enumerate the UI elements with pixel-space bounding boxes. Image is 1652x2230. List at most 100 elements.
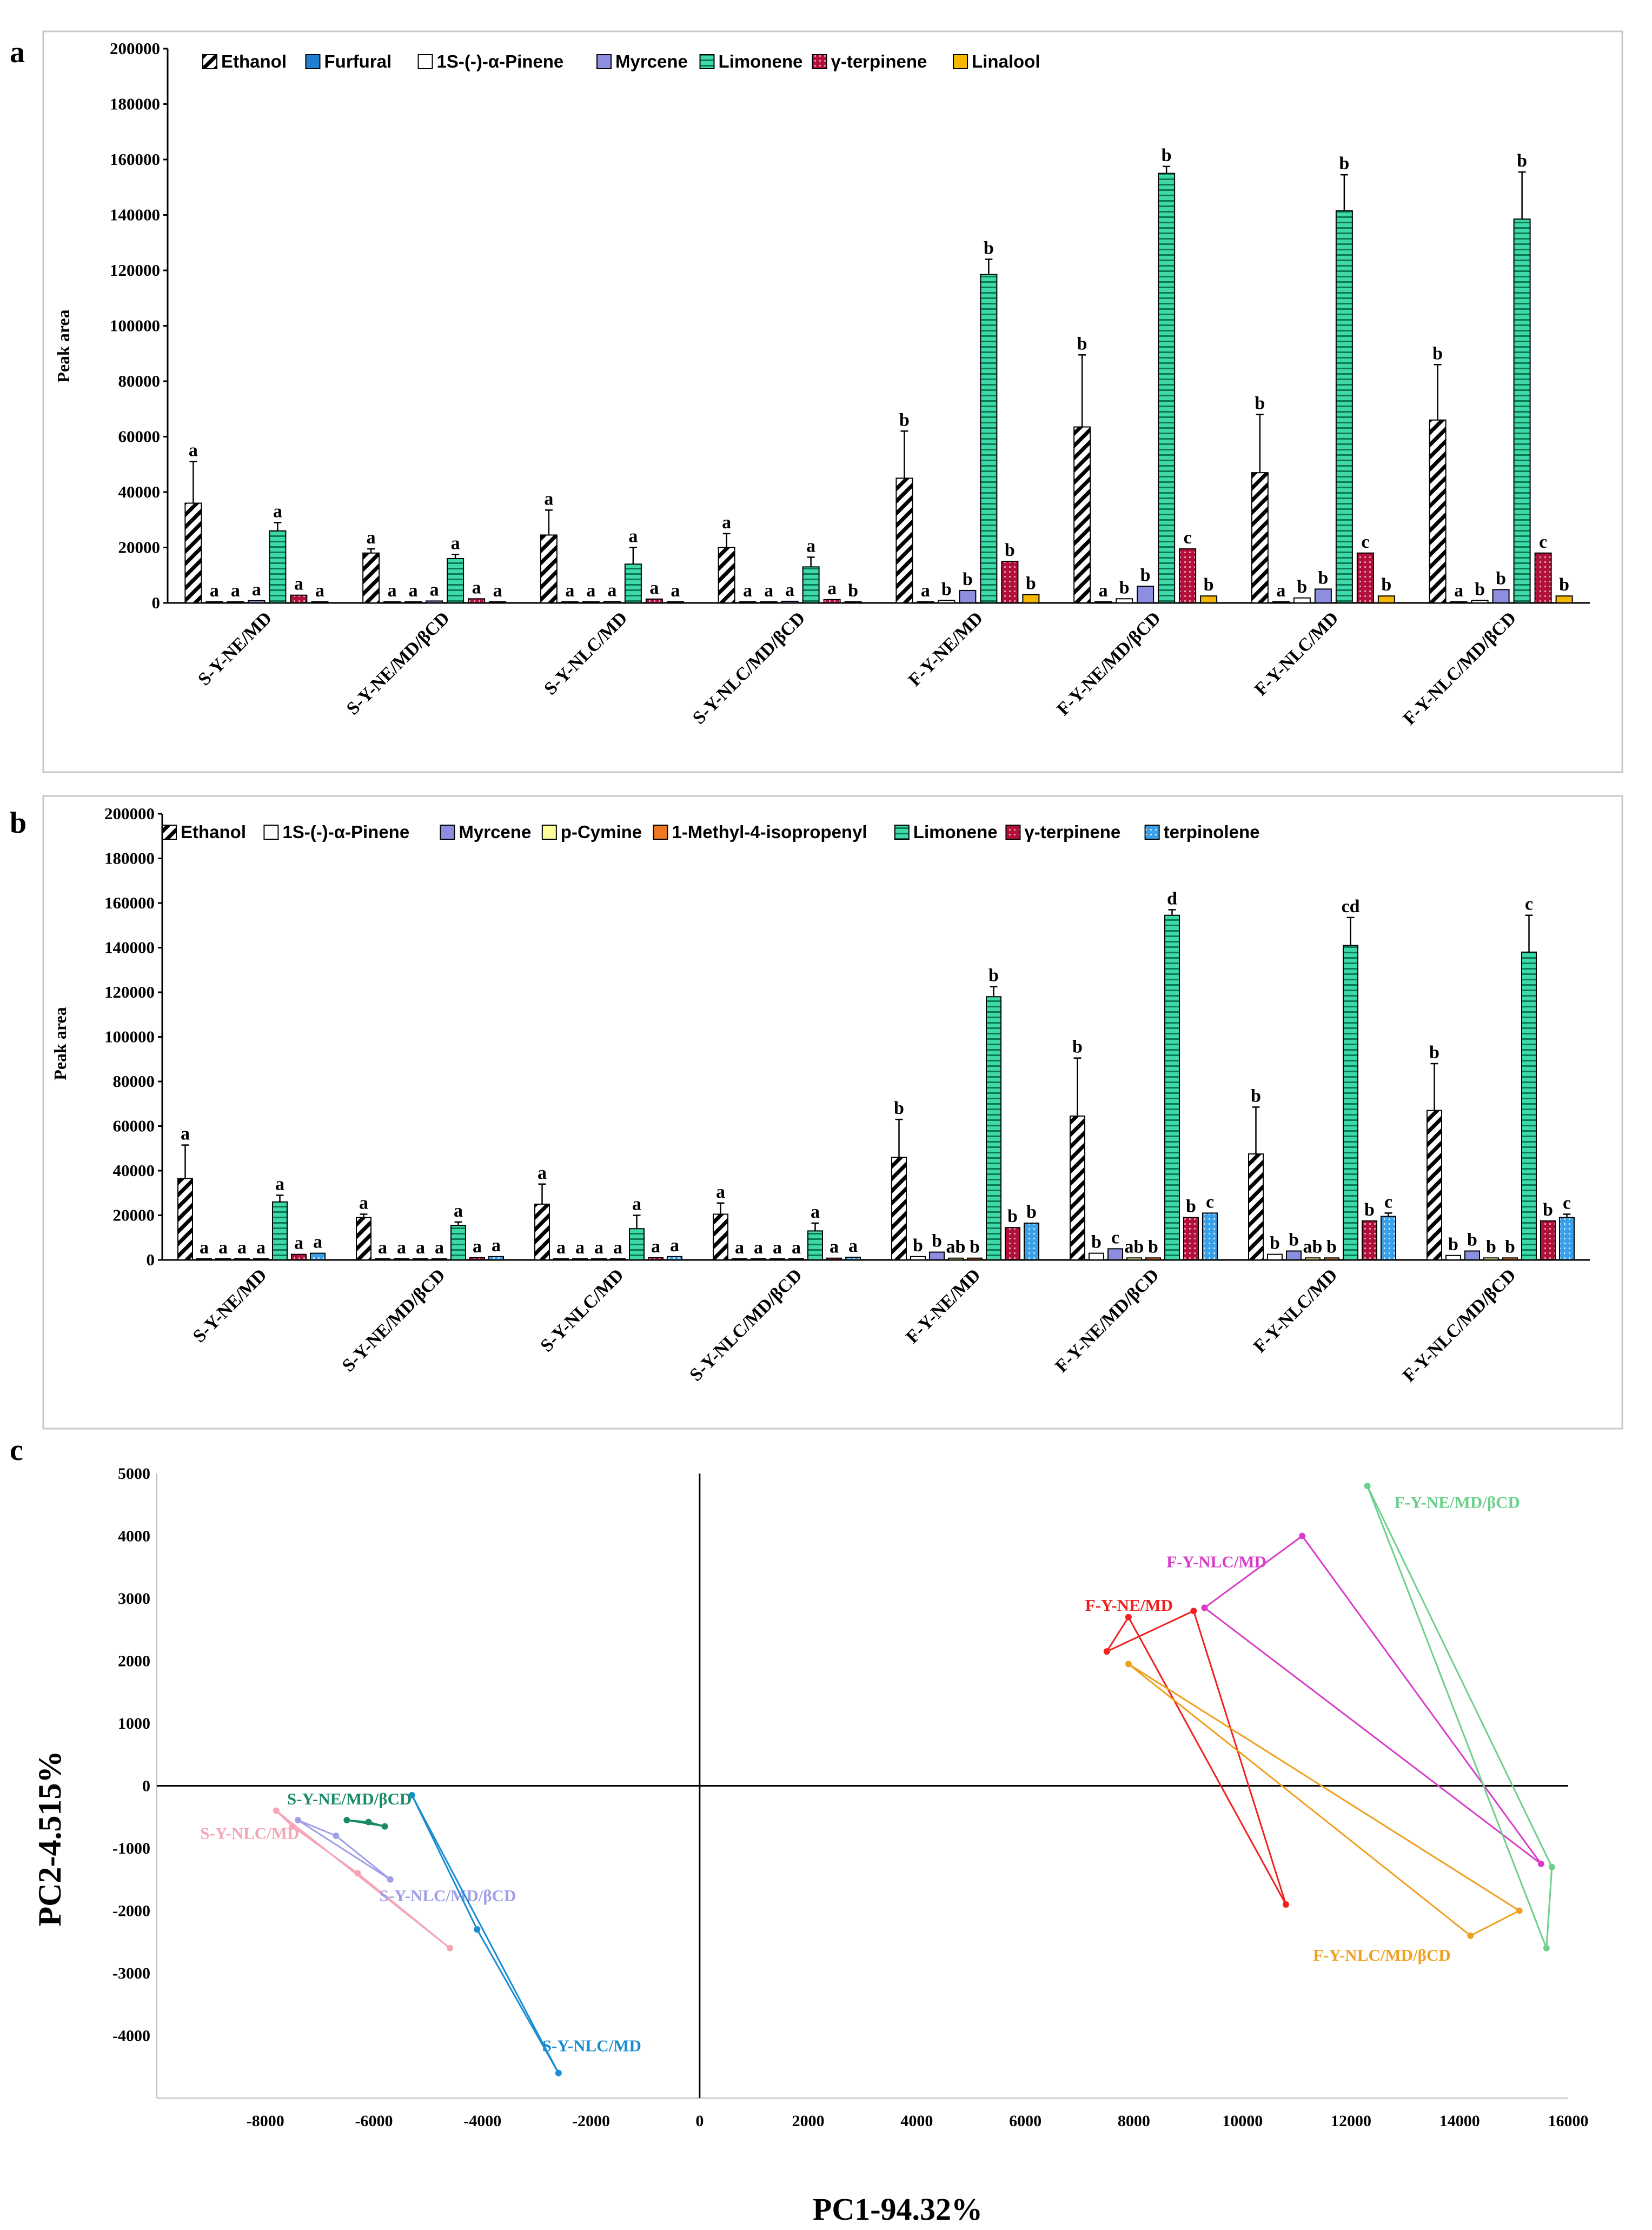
legend-swatch bbox=[812, 54, 827, 69]
bar bbox=[447, 558, 465, 603]
bar bbox=[1471, 600, 1489, 603]
significance-label: b bbox=[1255, 394, 1265, 414]
pca-group-hull bbox=[1203, 1535, 1542, 1865]
pca-group-label: S-Y-NLC/MD bbox=[200, 1824, 299, 1843]
significance-label: a bbox=[764, 581, 773, 601]
pca-x-tick-label: 2000 bbox=[792, 2112, 825, 2130]
significance-label: b bbox=[984, 238, 994, 258]
significance-label: c bbox=[1361, 532, 1369, 552]
pca-group-label: F-Y-NE/MD/βCD bbox=[1395, 1493, 1520, 1512]
y-tick-label: 0 bbox=[152, 593, 161, 612]
y-tick-label: 180000 bbox=[104, 849, 155, 868]
bar bbox=[1293, 597, 1311, 604]
legend-swatch bbox=[596, 54, 612, 69]
y-tick-label: 140000 bbox=[104, 938, 155, 957]
significance-label: d bbox=[1167, 888, 1177, 908]
pca-scatter-c: -8000 -6000 -4000 -2000 0 2000 4000 6000 8000 100… bbox=[112, 1465, 1589, 2130]
significance-label: b bbox=[1339, 154, 1349, 174]
significance-label: a bbox=[472, 578, 481, 598]
pca-group-hull bbox=[297, 1819, 391, 1881]
bar bbox=[310, 1252, 326, 1260]
bar bbox=[732, 1258, 747, 1260]
bar bbox=[234, 1258, 250, 1260]
panel-a-letter: a bbox=[10, 36, 25, 69]
bar bbox=[718, 547, 735, 603]
significance-label: a bbox=[454, 1201, 463, 1221]
y-tick-label: 180000 bbox=[110, 95, 160, 114]
significance-label: b bbox=[1204, 575, 1214, 595]
significance-label: c bbox=[1206, 1192, 1214, 1212]
significance-label: a bbox=[388, 581, 397, 601]
significance-label: b bbox=[1429, 1043, 1439, 1063]
pca-group-label: S-Y-NLC/MD bbox=[542, 2036, 641, 2055]
pca-group-label: F-Y-NLC/MD/βCD bbox=[1313, 1946, 1451, 1964]
bar bbox=[413, 1258, 428, 1260]
significance-label: a bbox=[189, 441, 198, 461]
bar bbox=[844, 601, 862, 603]
panel-b-frame bbox=[42, 795, 1623, 1430]
bar bbox=[488, 1256, 504, 1260]
significance-label: b bbox=[1318, 568, 1328, 588]
significance-label: a bbox=[430, 580, 439, 600]
legend-swatch bbox=[953, 54, 968, 69]
significance-label: b bbox=[1475, 579, 1485, 599]
pca-point bbox=[1467, 1932, 1474, 1939]
bar bbox=[432, 1258, 447, 1260]
bar bbox=[1324, 1257, 1339, 1261]
significance-label: a bbox=[848, 1236, 858, 1256]
significance-label: b bbox=[1140, 565, 1151, 585]
bar bbox=[248, 600, 266, 604]
y-tick-label: 60000 bbox=[118, 427, 161, 446]
significance-label: a bbox=[1454, 581, 1463, 601]
pca-y-tick-label: -1000 bbox=[112, 1840, 150, 1857]
significance-label: a bbox=[792, 1238, 801, 1258]
legend-swatch bbox=[417, 54, 433, 69]
legend-entry: Limonene bbox=[719, 51, 803, 71]
significance-label: b bbox=[1007, 1206, 1018, 1226]
pca-y-tick-label: 4000 bbox=[118, 1528, 150, 1545]
significance-label: a bbox=[743, 581, 752, 601]
y-tick-label: 80000 bbox=[118, 371, 161, 390]
bar bbox=[895, 477, 913, 603]
significance-label: b bbox=[1559, 575, 1569, 595]
pca-x-tick-label: -4000 bbox=[463, 2112, 501, 2130]
pca-group-hull bbox=[1104, 1610, 1287, 1905]
significance-label: b bbox=[899, 410, 910, 430]
significance-label: c bbox=[1184, 528, 1192, 548]
legend-entry: p-Cymine bbox=[561, 822, 642, 842]
significance-label: c bbox=[1539, 532, 1547, 552]
significance-label: b bbox=[1297, 577, 1307, 597]
legend-entry: Ethanol bbox=[221, 51, 287, 71]
pca-x-tick-label: 6000 bbox=[1009, 2112, 1041, 2130]
y-tick-label: 140000 bbox=[110, 205, 160, 224]
y-tick-label: 20000 bbox=[118, 538, 161, 557]
bar bbox=[917, 601, 934, 603]
panel-a-frame bbox=[42, 30, 1623, 773]
significance-label: a bbox=[735, 1238, 744, 1258]
significance-label: a bbox=[921, 581, 930, 601]
legend-swatch bbox=[440, 825, 455, 840]
bar bbox=[1343, 945, 1358, 1260]
y-tick-label: 120000 bbox=[110, 261, 160, 280]
legend-entry: Furfural bbox=[324, 51, 392, 71]
pca-x-tick-label: 14000 bbox=[1439, 2112, 1480, 2130]
bar bbox=[290, 594, 308, 604]
pca-point bbox=[354, 1870, 361, 1877]
legend-entry: Myrcene bbox=[459, 822, 531, 842]
significance-label: b bbox=[894, 1098, 904, 1118]
bar bbox=[253, 1258, 269, 1260]
bar bbox=[227, 601, 244, 603]
panel-c-letter: c bbox=[10, 1433, 23, 1467]
significance-label: a bbox=[830, 1237, 839, 1257]
bar bbox=[788, 1258, 804, 1260]
significance-label: a bbox=[754, 1238, 763, 1258]
bar bbox=[986, 996, 1001, 1260]
bar bbox=[469, 1257, 485, 1260]
pca-point bbox=[447, 1944, 454, 1952]
bar bbox=[751, 1258, 766, 1260]
legend-entry: γ-terpinene bbox=[1024, 822, 1120, 842]
bar bbox=[1362, 1220, 1377, 1260]
bar bbox=[826, 1257, 842, 1260]
significance-label: b bbox=[1072, 1037, 1083, 1057]
pca-group-label: S-Y-NE/MD/βCD bbox=[287, 1789, 412, 1808]
